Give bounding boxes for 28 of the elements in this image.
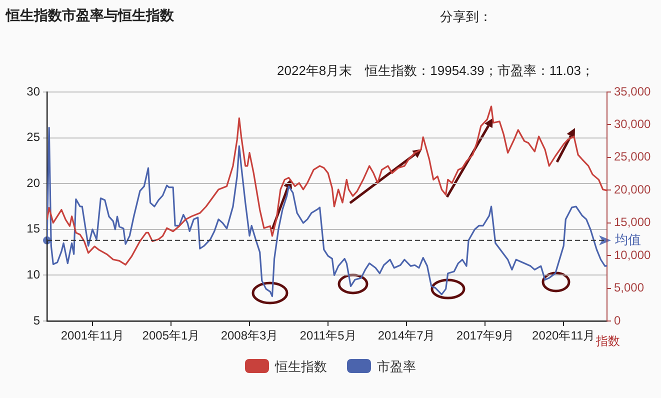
text: 分享到： bbox=[440, 8, 492, 26]
y2-tick-label: 25,000 bbox=[614, 150, 652, 164]
y2-tick-label: 10,000 bbox=[614, 248, 652, 262]
y-tick-label: 15 bbox=[26, 222, 40, 236]
x-tick-label: 2011年5月 bbox=[300, 328, 356, 343]
y-tick-label: 30 bbox=[26, 84, 40, 98]
y-tick-label: 25 bbox=[26, 130, 40, 144]
x-tick-label: 2001年11月 bbox=[60, 328, 124, 343]
y-tick-label: 20 bbox=[26, 176, 40, 190]
ref-line-label: 均值 bbox=[614, 232, 641, 247]
y2-tick-label: 15,000 bbox=[614, 215, 652, 230]
y2-tick-label: 5,000 bbox=[614, 280, 644, 295]
x-tick-label: 2020年11月 bbox=[532, 328, 596, 343]
y-tick-label: 5 bbox=[33, 313, 40, 328]
y-tick-label: 10 bbox=[26, 268, 40, 282]
x-tick-label: 2005年1月 bbox=[142, 328, 200, 343]
text: 2022年8月末 恒生指数：19954.39；市盈率：11.03； bbox=[277, 62, 594, 80]
y2-tick-label: 0 bbox=[614, 313, 621, 328]
x-tick-label: 2014年7月 bbox=[378, 328, 436, 343]
chart-title: 恒生指数市盈率与恒生指数 bbox=[6, 7, 174, 25]
y2-tick-label: 20,000 bbox=[614, 182, 652, 196]
y2-tick-label: 35,000 bbox=[614, 84, 652, 98]
legend-label: 恒生指数 bbox=[274, 358, 327, 376]
x-tick-label: 2017年9月 bbox=[456, 328, 514, 343]
y2-tick-label: 30,000 bbox=[614, 117, 652, 132]
legend-label: 市盈率 bbox=[376, 358, 416, 376]
y2-axis-title: 指数 bbox=[596, 333, 620, 350]
x-tick-label: 2008年3月 bbox=[220, 328, 278, 343]
